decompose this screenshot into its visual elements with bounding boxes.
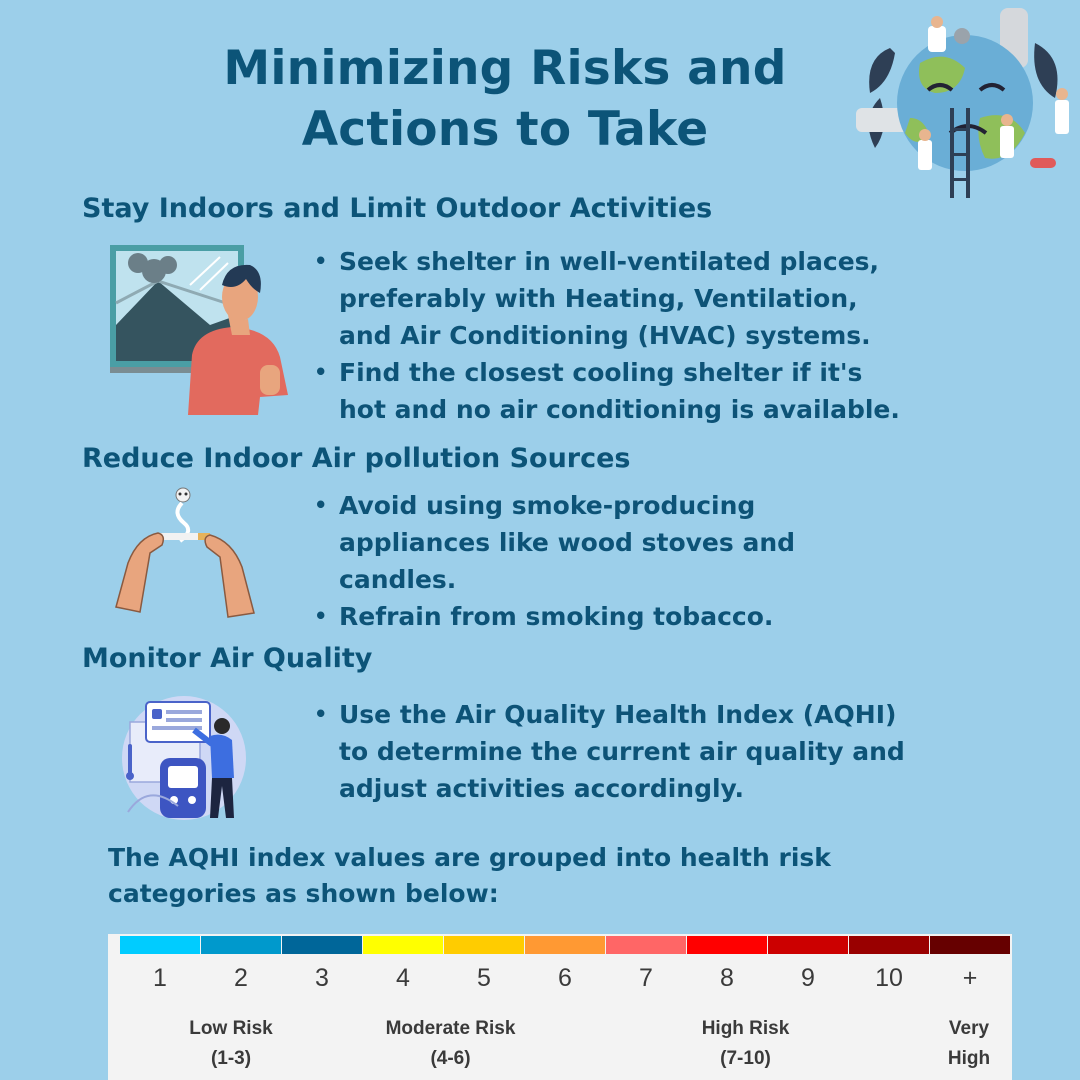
section-heading-stay-indoors: Stay Indoors and Limit Outdoor Activitie…: [82, 193, 713, 224]
aqhi-value-11: +: [962, 964, 978, 992]
bullet-use-aqhi: Use the Air Quality Health Index (AQHI) …: [312, 696, 1032, 807]
title-line-1: Minimizing Risks and: [223, 41, 787, 96]
category-high-risk: High Risk (7-10): [701, 1018, 790, 1069]
aqhi-color-bars: [120, 936, 1011, 954]
page-title: Minimizing Risks and Actions to Take: [170, 38, 840, 160]
section-1-bullets: Seek shelter in well-ventilated places, …: [312, 243, 1032, 428]
section-heading-reduce-pollution: Reduce Indoor Air pollution Sources: [82, 443, 631, 474]
bullet-refrain-smoking: Refrain from smoking tobacco.: [312, 598, 1032, 635]
category-very-high-risk: Very High: [947, 1018, 991, 1069]
category-low-risk: Low Risk (1-3): [189, 1018, 273, 1069]
aqhi-bar-7: [606, 936, 686, 954]
section-heading-monitor-air-quality: Monitor Air Quality: [82, 643, 373, 674]
person-at-window-illustration: [110, 245, 288, 415]
aqhi-bar-4: [363, 936, 443, 954]
aqhi-bar-5: [444, 936, 524, 954]
aqhi-value-8: 8: [720, 964, 734, 992]
aqhi-intro-text: The AQHI index values are grouped into h…: [108, 843, 831, 908]
aqhi-value-10: 10: [875, 964, 903, 992]
aqhi-bar-6: [525, 936, 605, 954]
section-3-bullets: Use the Air Quality Health Index (AQHI) …: [312, 696, 1032, 807]
aqhi-value-4: 4: [396, 964, 410, 992]
bullet-avoid-smoke-appliances: Avoid using smoke-producing appliances l…: [312, 487, 1032, 598]
section-2-bullets: Avoid using smoke-producing appliances l…: [312, 487, 1032, 635]
aqhi-bar-10: [849, 936, 929, 954]
aqhi-bar-2: [201, 936, 281, 954]
aqhi-bar-1: [120, 936, 200, 954]
aqhi-value-7: 7: [639, 964, 653, 992]
aqhi-value-9: 9: [801, 964, 815, 992]
aqhi-bar-8: [687, 936, 767, 954]
aqhi-bar-3: [282, 936, 362, 954]
bullet-seek-shelter: Seek shelter in well-ventilated places, …: [312, 243, 1032, 354]
aqhi-scale: 1 2 3 4 5 6 7 8 9 10 + Low Risk (1-3) Moderate Ris…: [108, 934, 1012, 1080]
blister-pack-icon: [856, 108, 910, 132]
aqhi-bar-11: [930, 936, 1010, 954]
category-moderate-risk: Moderate Risk (4-6): [385, 1018, 516, 1069]
aqhi-value-3: 3: [315, 964, 329, 992]
title-line-2: Actions to Take: [301, 102, 709, 157]
aqhi-value-2: 2: [234, 964, 248, 992]
air-quality-monitor-illustration: [122, 696, 246, 820]
sad-earth-doctors-illustration: [856, 8, 1069, 198]
bullet-cooling-shelter: Find the closest cooling shelter if it's…: [312, 354, 1032, 428]
aqhi-value-5: 5: [477, 964, 491, 992]
aqhi-value-1: 1: [153, 964, 167, 992]
aqhi-bar-9: [768, 936, 848, 954]
aqhi-value-6: 6: [558, 964, 572, 992]
hands-breaking-cigarette-illustration: [115, 487, 255, 618]
